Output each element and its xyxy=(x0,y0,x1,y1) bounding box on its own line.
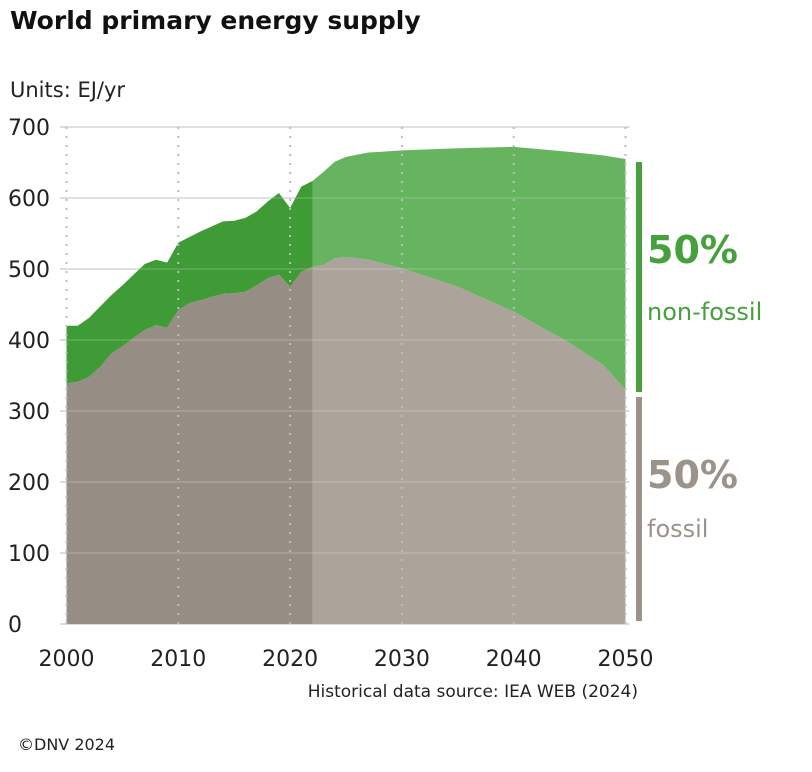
x-tick-label: 2030 xyxy=(374,647,430,672)
projected-non-fossil-area xyxy=(312,146,626,390)
fossil-share-value: 50% xyxy=(647,453,738,497)
non-fossil-share-label: non-fossil xyxy=(647,298,762,326)
x-tick-label: 2020 xyxy=(262,647,318,672)
y-tick-label: 600 xyxy=(8,187,50,212)
historical-fossil-area xyxy=(66,266,313,624)
x-tick-label: 2040 xyxy=(486,647,542,672)
units-label: Units: EJ/yr xyxy=(10,78,125,102)
x-tick-label: 2000 xyxy=(39,647,95,672)
y-tick-label: 700 xyxy=(8,116,50,141)
non-fossil-share-value: 50% xyxy=(647,228,738,272)
source-note: Historical data source: IEA WEB (2024) xyxy=(308,682,638,702)
copyright: ©DNV 2024 xyxy=(18,735,115,754)
y-tick-label: 100 xyxy=(8,542,50,567)
fossil-share-label: fossil xyxy=(647,515,708,543)
y-tick-label: 500 xyxy=(8,258,50,283)
chart-title: World primary energy supply xyxy=(10,6,421,35)
y-tick-label: 300 xyxy=(8,400,50,425)
x-tick-label: 2010 xyxy=(150,647,206,672)
fossil-share-bar xyxy=(636,397,642,621)
x-tick-label: 2050 xyxy=(598,647,654,672)
non-fossil-share-bar xyxy=(636,162,642,392)
historical-non-fossil-area xyxy=(66,180,313,384)
y-tick-label: 400 xyxy=(8,329,50,354)
projected-fossil-area xyxy=(312,256,626,624)
y-tick-label: 200 xyxy=(8,471,50,496)
y-tick-label: 0 xyxy=(8,613,22,638)
